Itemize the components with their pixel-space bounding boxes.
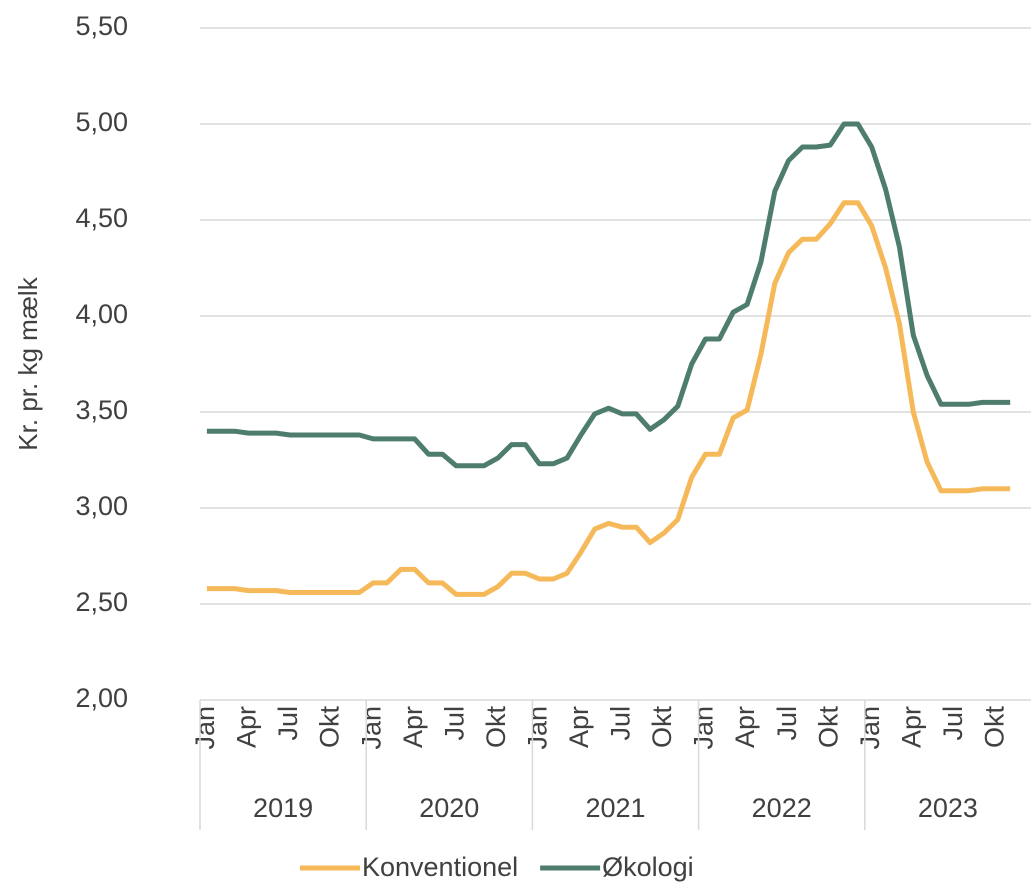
x-tick-label: Apr	[398, 706, 428, 748]
x-tick-label: Jul	[772, 706, 802, 741]
year-label: 2019	[253, 793, 313, 823]
x-tick-label: Jan	[855, 706, 885, 750]
y-tick-label: 3,00	[75, 491, 128, 521]
x-tick-label: Okt	[647, 706, 677, 749]
data-line	[206, 200, 1011, 597]
x-tick-label: Okt	[315, 706, 345, 749]
legend-label: Økologi	[602, 852, 694, 882]
x-tick-label: Jan	[190, 706, 220, 750]
year-label: 2022	[752, 793, 812, 823]
year-label: 2020	[419, 793, 479, 823]
y-tick-label: 3,50	[75, 395, 128, 425]
y-tick-label: 2,50	[75, 587, 128, 617]
x-tick-label: Jan	[689, 706, 719, 750]
x-tick-label: Jul	[273, 706, 303, 741]
legend-label: Konventionel	[362, 852, 518, 882]
x-tick-label: Okt	[980, 706, 1010, 749]
y-tick-label: 4,00	[75, 299, 128, 329]
x-tick-label: Jul	[439, 706, 469, 741]
x-tick-label: Jan	[522, 706, 552, 750]
y-tick-label: 4,50	[75, 203, 128, 233]
x-tick-label: Okt	[481, 706, 511, 749]
data-line	[206, 121, 1011, 469]
y-axis-label: Kr. pr. kg mælk	[13, 276, 43, 450]
x-tick-label: Apr	[896, 706, 926, 748]
x-tick-label: Jul	[938, 706, 968, 741]
x-tick-label: Okt	[813, 706, 843, 749]
x-tick-label: Jul	[606, 706, 636, 741]
y-tick-label: 2,00	[75, 683, 128, 713]
year-label: 2023	[918, 793, 978, 823]
y-tick-label: 5,50	[75, 11, 128, 41]
year-label: 2021	[585, 793, 645, 823]
x-tick-label: Apr	[730, 706, 760, 748]
y-tick-label: 5,00	[75, 107, 128, 137]
x-tick-label: Apr	[564, 706, 594, 748]
x-tick-label: Apr	[232, 706, 262, 748]
x-tick-label: Jan	[356, 706, 386, 750]
